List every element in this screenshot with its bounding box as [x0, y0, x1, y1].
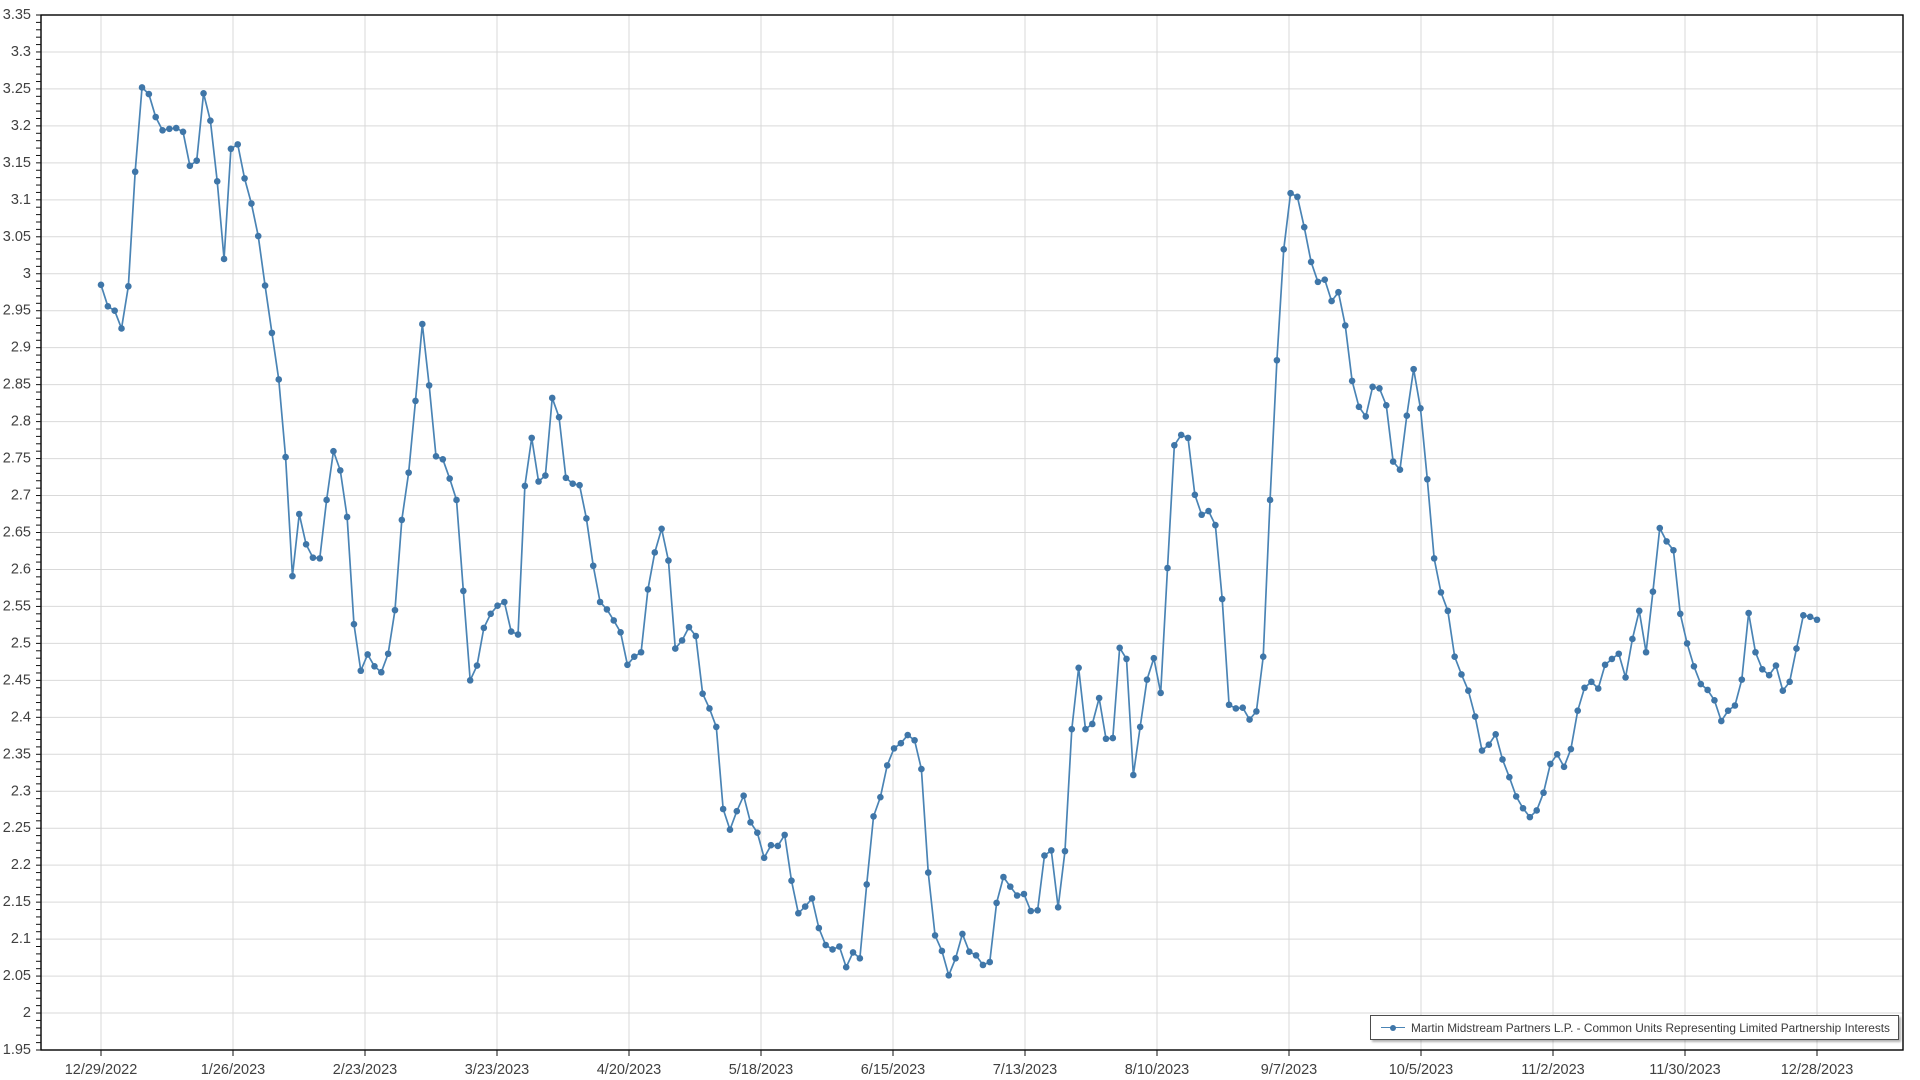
svg-text:2.2: 2.2 — [11, 857, 31, 873]
svg-text:12/28/2023: 12/28/2023 — [1781, 1062, 1854, 1078]
svg-text:3.1: 3.1 — [11, 192, 31, 208]
svg-text:3/23/2023: 3/23/2023 — [465, 1062, 530, 1078]
svg-text:11/30/2023: 11/30/2023 — [1649, 1062, 1721, 1078]
svg-text:2.95: 2.95 — [3, 303, 31, 319]
svg-text:2.65: 2.65 — [3, 525, 31, 541]
svg-text:2.3: 2.3 — [11, 783, 31, 799]
svg-text:2.9: 2.9 — [11, 340, 31, 356]
svg-text:2.8: 2.8 — [11, 414, 31, 430]
svg-text:2: 2 — [23, 1005, 31, 1021]
svg-text:4/20/2023: 4/20/2023 — [597, 1062, 662, 1078]
svg-text:2/23/2023: 2/23/2023 — [333, 1062, 398, 1078]
svg-text:3.3: 3.3 — [11, 44, 31, 60]
svg-text:2.85: 2.85 — [3, 377, 31, 393]
svg-text:2.15: 2.15 — [3, 894, 31, 910]
svg-text:2.55: 2.55 — [3, 598, 31, 614]
svg-text:1/26/2023: 1/26/2023 — [201, 1062, 266, 1078]
svg-text:8/10/2023: 8/10/2023 — [1125, 1062, 1190, 1078]
svg-text:2.45: 2.45 — [3, 672, 31, 688]
svg-text:2.6: 2.6 — [11, 562, 31, 578]
svg-text:2.35: 2.35 — [3, 746, 31, 762]
svg-text:3.2: 3.2 — [11, 118, 31, 134]
svg-text:2.25: 2.25 — [3, 820, 31, 836]
svg-text:7/13/2023: 7/13/2023 — [993, 1062, 1058, 1078]
svg-text:6/15/2023: 6/15/2023 — [861, 1062, 926, 1078]
svg-text:3.05: 3.05 — [3, 229, 31, 245]
svg-text:2.05: 2.05 — [3, 968, 31, 984]
svg-text:9/7/2023: 9/7/2023 — [1261, 1062, 1317, 1078]
svg-text:2.1: 2.1 — [11, 931, 31, 947]
svg-text:3.35: 3.35 — [3, 7, 31, 23]
svg-text:2.5: 2.5 — [11, 635, 31, 651]
svg-text:11/2/2023: 11/2/2023 — [1521, 1062, 1584, 1078]
svg-text:1.95: 1.95 — [3, 1042, 31, 1058]
svg-text:3: 3 — [23, 266, 31, 282]
svg-text:12/29/2022: 12/29/2022 — [65, 1062, 138, 1078]
svg-text:3.25: 3.25 — [3, 81, 31, 97]
svg-text:2.75: 2.75 — [3, 451, 31, 467]
svg-text:2.4: 2.4 — [11, 709, 31, 725]
svg-text:5/18/2023: 5/18/2023 — [729, 1062, 794, 1078]
svg-text:2.7: 2.7 — [11, 488, 31, 504]
svg-text:10/5/2023: 10/5/2023 — [1389, 1062, 1454, 1078]
svg-text:3.15: 3.15 — [3, 155, 31, 171]
